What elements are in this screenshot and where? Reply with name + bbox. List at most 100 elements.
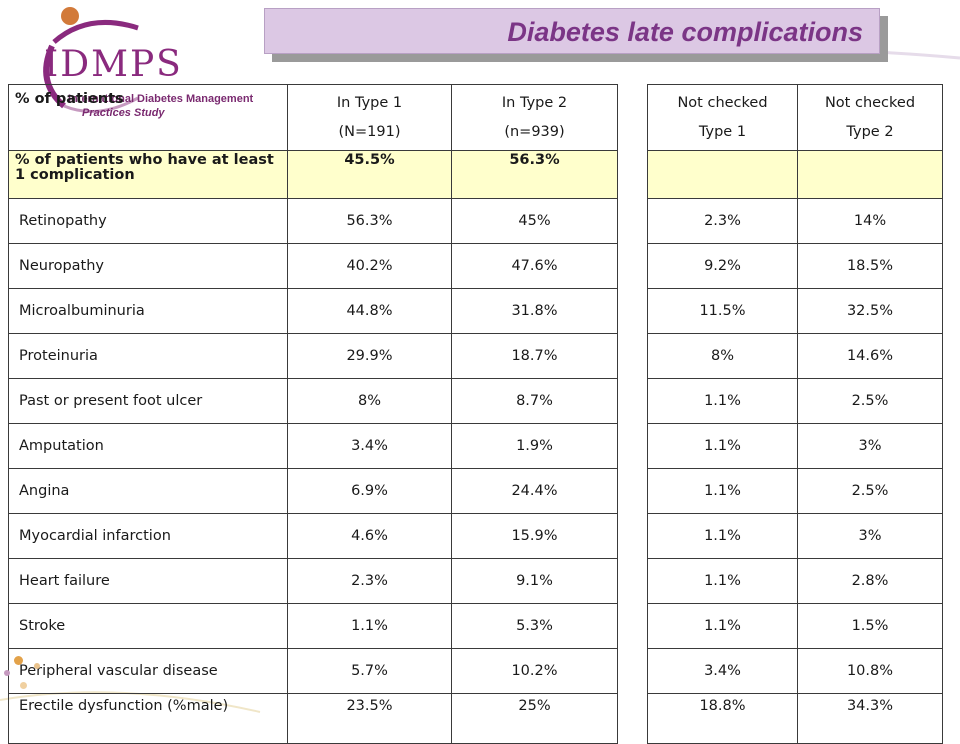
summary-nc1 bbox=[647, 150, 798, 199]
row-not-checked-type1: 3.4% bbox=[647, 648, 798, 694]
row-type2: 1.9% bbox=[451, 423, 618, 469]
logo-letters: IDMPS bbox=[44, 44, 183, 85]
header-type1: In Type 1 (N=191) bbox=[287, 84, 452, 151]
summary-nc2 bbox=[797, 150, 943, 199]
table-row: Retinopathy 56.3% 45% 2.3% 14% bbox=[8, 198, 943, 244]
column-gap bbox=[617, 648, 648, 694]
row-not-checked-type2: 3% bbox=[797, 423, 943, 469]
row-not-checked-type2: 14.6% bbox=[797, 333, 943, 379]
row-label: Peripheral vascular disease bbox=[8, 648, 288, 694]
row-type1: 23.5% bbox=[287, 693, 452, 744]
table-row: Microalbuminuria 44.8% 31.8% 11.5% 32.5% bbox=[8, 288, 943, 334]
row-type2: 8.7% bbox=[451, 378, 618, 424]
header-type1-line1: In Type 1 bbox=[336, 94, 403, 111]
column-gap bbox=[617, 558, 648, 604]
summary-type1: 45.5% bbox=[287, 150, 452, 199]
table-row: Proteinuria 29.9% 18.7% 8% 14.6% bbox=[8, 333, 943, 379]
row-label: Past or present foot ulcer bbox=[8, 378, 288, 424]
header-type2-line1: In Type 2 bbox=[501, 94, 568, 111]
row-type1: 44.8% bbox=[287, 288, 452, 334]
column-gap bbox=[617, 693, 648, 744]
row-type1: 40.2% bbox=[287, 243, 452, 289]
header-label: % of patients bbox=[8, 84, 288, 151]
row-label: Angina bbox=[8, 468, 288, 514]
row-not-checked-type1: 1.1% bbox=[647, 513, 798, 559]
column-gap bbox=[617, 84, 648, 151]
complications-table: % of patients In Type 1 (N=191) In Type … bbox=[8, 84, 943, 744]
header-not-checked-type2: Not checked Type 2 bbox=[797, 84, 943, 151]
decor-dot bbox=[34, 663, 40, 669]
header-type2-line2: (n=939) bbox=[504, 123, 565, 140]
table-row: Erectile dysfunction (%male) 23.5% 25% 18.8… bbox=[8, 693, 943, 744]
decor-dot bbox=[14, 656, 23, 665]
row-type2: 9.1% bbox=[451, 558, 618, 604]
row-type1: 29.9% bbox=[287, 333, 452, 379]
row-label: Retinopathy bbox=[8, 198, 288, 244]
table-row: Myocardial infarction 4.6% 15.9% 1.1% 3% bbox=[8, 513, 943, 559]
header-nc2-line2: Type 2 bbox=[846, 123, 894, 140]
header-not-checked-type1: Not checked Type 1 bbox=[647, 84, 798, 151]
table-row: Stroke 1.1% 5.3% 1.1% 1.5% bbox=[8, 603, 943, 649]
column-gap bbox=[617, 468, 648, 514]
row-not-checked-type1: 18.8% bbox=[647, 693, 798, 744]
row-not-checked-type1: 9.2% bbox=[647, 243, 798, 289]
table-row: Angina 6.9% 24.4% 1.1% 2.5% bbox=[8, 468, 943, 514]
row-type1: 8% bbox=[287, 378, 452, 424]
table-body: Retinopathy 56.3% 45% 2.3% 14% Neuropathy 40.2… bbox=[8, 198, 943, 744]
column-gap bbox=[617, 513, 648, 559]
summary-type2: 56.3% bbox=[451, 150, 618, 199]
column-gap bbox=[617, 423, 648, 469]
row-not-checked-type1: 1.1% bbox=[647, 468, 798, 514]
summary-row: % of patients who have at least 1 compli… bbox=[8, 150, 943, 199]
row-not-checked-type2: 2.8% bbox=[797, 558, 943, 604]
table-row: Heart failure 2.3% 9.1% 1.1% 2.8% bbox=[8, 558, 943, 604]
row-not-checked-type2: 32.5% bbox=[797, 288, 943, 334]
row-type2: 25% bbox=[451, 693, 618, 744]
column-gap bbox=[617, 333, 648, 379]
row-not-checked-type1: 1.1% bbox=[647, 423, 798, 469]
row-label: Erectile dysfunction (%male) bbox=[8, 693, 288, 744]
row-type2: 10.2% bbox=[451, 648, 618, 694]
title-box: Diabetes late complications bbox=[264, 8, 880, 54]
row-type1: 6.9% bbox=[287, 468, 452, 514]
row-type2: 18.7% bbox=[451, 333, 618, 379]
header-nc1-line1: Not checked bbox=[677, 94, 768, 111]
row-not-checked-type2: 14% bbox=[797, 198, 943, 244]
row-type2: 47.6% bbox=[451, 243, 618, 289]
row-type2: 5.3% bbox=[451, 603, 618, 649]
summary-label: % of patients who have at least 1 compli… bbox=[8, 150, 288, 199]
row-not-checked-type2: 18.5% bbox=[797, 243, 943, 289]
row-not-checked-type2: 10.8% bbox=[797, 648, 943, 694]
header-nc1-line2: Type 1 bbox=[698, 123, 747, 140]
header-type1-line2: (N=191) bbox=[338, 123, 401, 140]
table-header-row: % of patients In Type 1 (N=191) In Type … bbox=[8, 84, 943, 151]
column-gap bbox=[617, 150, 648, 199]
decor-dot bbox=[4, 670, 10, 676]
row-not-checked-type2: 3% bbox=[797, 513, 943, 559]
row-type1: 56.3% bbox=[287, 198, 452, 244]
decor-dot bbox=[20, 682, 27, 689]
column-gap bbox=[617, 603, 648, 649]
row-type2: 24.4% bbox=[451, 468, 618, 514]
row-type1: 5.7% bbox=[287, 648, 452, 694]
page-title: Diabetes late complications bbox=[507, 17, 863, 47]
header-type2: In Type 2 (n=939) bbox=[451, 84, 618, 151]
table-row: Neuropathy 40.2% 47.6% 9.2% 18.5% bbox=[8, 243, 943, 289]
row-label: Amputation bbox=[8, 423, 288, 469]
row-type1: 2.3% bbox=[287, 558, 452, 604]
row-label: Neuropathy bbox=[8, 243, 288, 289]
table-row: Past or present foot ulcer 8% 8.7% 1.1% 2.5% bbox=[8, 378, 943, 424]
row-not-checked-type1: 2.3% bbox=[647, 198, 798, 244]
column-gap bbox=[617, 243, 648, 289]
row-label: Proteinuria bbox=[8, 333, 288, 379]
row-not-checked-type2: 2.5% bbox=[797, 378, 943, 424]
row-not-checked-type2: 34.3% bbox=[797, 693, 943, 744]
row-type1: 1.1% bbox=[287, 603, 452, 649]
row-type2: 45% bbox=[451, 198, 618, 244]
row-not-checked-type1: 8% bbox=[647, 333, 798, 379]
column-gap bbox=[617, 198, 648, 244]
table-row: Peripheral vascular disease 5.7% 10.2% 3.4%… bbox=[8, 648, 943, 694]
row-not-checked-type1: 11.5% bbox=[647, 288, 798, 334]
header-nc2-line1: Not checked bbox=[824, 94, 916, 111]
column-gap bbox=[617, 288, 648, 334]
